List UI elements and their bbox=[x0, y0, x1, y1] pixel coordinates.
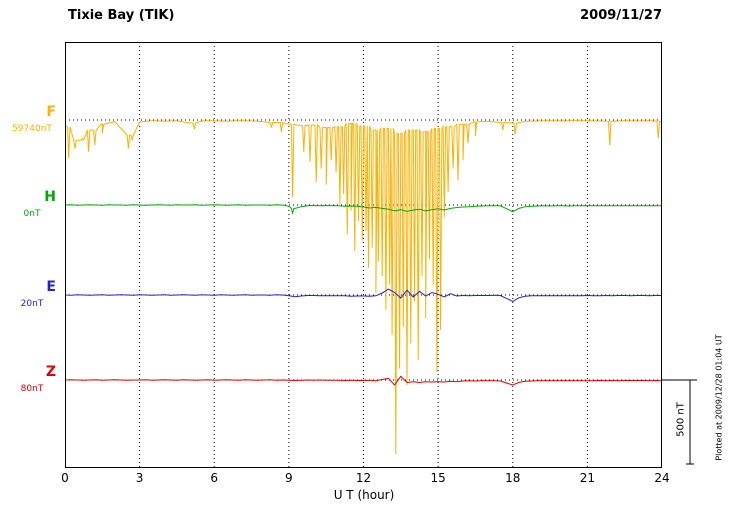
x-tick-label: 6 bbox=[210, 471, 219, 485]
channel-label-H: H bbox=[44, 189, 56, 205]
x-tick-label: 12 bbox=[355, 471, 372, 485]
channel-baseline-value-E: 20nT bbox=[20, 299, 44, 309]
trace-H bbox=[65, 204, 662, 216]
channel-baseline-value-H: 0nT bbox=[23, 209, 41, 219]
trace-F bbox=[65, 120, 662, 455]
station-title: Tixie Bay (TIK) bbox=[68, 8, 175, 23]
x-tick-label: 3 bbox=[135, 471, 144, 485]
plot-frame bbox=[65, 42, 662, 468]
channel-baseline-value-Z: 80nT bbox=[20, 384, 44, 394]
channel-label-F: F bbox=[46, 104, 56, 120]
date-label: 2009/11/27 bbox=[580, 8, 662, 23]
x-tick-label: 21 bbox=[579, 471, 596, 485]
x-tick-label: 24 bbox=[654, 471, 670, 485]
scale-bar-label: 500 nT bbox=[675, 402, 687, 437]
x-axis-label: U T (hour) bbox=[333, 488, 395, 502]
trace-Z bbox=[65, 375, 662, 386]
x-tick-label: 0 bbox=[61, 471, 69, 485]
x-tick-label: 15 bbox=[430, 471, 446, 485]
trace-E bbox=[65, 288, 662, 302]
channel-label-Z: Z bbox=[45, 364, 56, 380]
channel-label-E: E bbox=[46, 279, 56, 295]
x-tick-label: 9 bbox=[285, 471, 293, 485]
plotted-at-label: Plotted at 2009/12/28 01:04 UT bbox=[714, 334, 724, 461]
channel-baseline-value-F: 59740nT bbox=[12, 124, 52, 134]
x-tick-label: 18 bbox=[505, 471, 521, 485]
